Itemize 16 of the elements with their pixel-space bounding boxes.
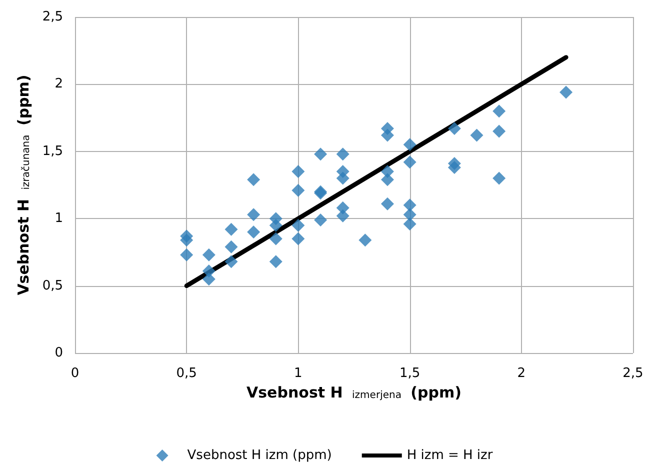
y-tick-label: 2 [54,76,63,92]
legend-label: H izm = H izr [406,448,494,463]
x-tick-label: 1,5 [399,366,420,381]
y-tick-label: 2,5 [42,10,63,24]
y-tick-label: 1,5 [42,144,63,159]
y-tick-label: 0,5 [42,278,63,294]
y-tick-label: 0 [54,346,63,360]
x-tick-label: 0 [70,366,80,381]
x-tick-label: 2 [517,366,526,381]
legend-label: Vsebnost H izm (ppm) [187,448,332,463]
x-tick-label: 1 [294,366,302,381]
y-tick-label: 1 [54,211,63,226]
x-tick-label: 2,5 [622,366,644,381]
x-axis-title: Vsebnost H izmerjena (ppm) [246,383,462,402]
x-tick-label: 0,5 [176,366,197,381]
y-axis-title: Vsebnost H izračunana (ppm) [14,74,32,296]
